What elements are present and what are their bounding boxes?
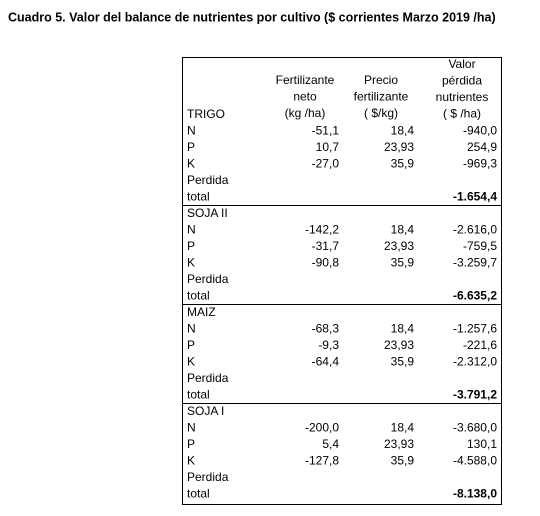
total-value: -6.635,2: [453, 289, 497, 303]
table-border: [182, 57, 502, 505]
total-label: Perdida: [187, 272, 229, 286]
cell: -142,2: [305, 223, 339, 237]
column-header: ( $/kg): [364, 106, 398, 120]
total-value: -8.138,0: [453, 487, 497, 501]
cell: 23,93: [384, 140, 414, 154]
cell: -68,3: [312, 322, 340, 336]
cell: -51,1: [312, 124, 340, 138]
cell: -940,0: [463, 124, 497, 138]
group-name: SOJA II: [187, 206, 228, 220]
group-name: TRIGO: [187, 107, 225, 121]
row-label: N: [187, 124, 196, 138]
column-header: Precio: [364, 73, 398, 87]
cell: -127,8: [305, 454, 339, 468]
row-label: P: [187, 140, 195, 154]
row-label: P: [187, 437, 195, 451]
cell: -9,3: [318, 338, 339, 352]
total-label: Perdida: [187, 371, 229, 385]
cell: -90,8: [312, 256, 340, 270]
row-label: P: [187, 239, 195, 253]
cell: -2.616,0: [453, 223, 497, 237]
cell: 35,9: [391, 157, 415, 171]
column-header: nutrientes: [436, 90, 489, 104]
total-label: total: [187, 289, 210, 303]
cell: 10,7: [316, 140, 340, 154]
cell: -64,4: [312, 355, 340, 369]
cell: -4.588,0: [453, 454, 497, 468]
cell: 18,4: [391, 223, 415, 237]
cell: 35,9: [391, 355, 415, 369]
cell: 23,93: [384, 338, 414, 352]
total-value: -1.654,4: [453, 190, 497, 204]
column-header: neto: [293, 90, 317, 104]
cell: 35,9: [391, 454, 415, 468]
cell: -969,3: [463, 157, 497, 171]
cell: -1.257,6: [453, 322, 497, 336]
cell: 23,93: [384, 239, 414, 253]
row-label: N: [187, 223, 196, 237]
row-label: K: [187, 454, 195, 468]
cell: 18,4: [391, 124, 415, 138]
row-label: N: [187, 421, 196, 435]
cell: -3.259,7: [453, 256, 497, 270]
cell: -221,6: [463, 338, 497, 352]
cell: -200,0: [305, 421, 339, 435]
cell: 35,9: [391, 256, 415, 270]
cell: -31,7: [312, 239, 340, 253]
cell: 18,4: [391, 421, 415, 435]
column-header: Fertilizante: [276, 73, 335, 87]
cell: 130,1: [467, 437, 497, 451]
cell: 5,4: [322, 437, 339, 451]
column-header: (kg /ha): [285, 106, 326, 120]
cell: -2.312,0: [453, 355, 497, 369]
group-name: MAIZ: [187, 305, 216, 319]
total-label: Perdida: [187, 470, 229, 484]
column-header: ( $ /ha): [443, 107, 481, 121]
total-value: -3.791,2: [453, 388, 497, 402]
cell: -3.680,0: [453, 421, 497, 435]
cell: 23,93: [384, 437, 414, 451]
row-label: P: [187, 338, 195, 352]
group-name: SOJA I: [187, 404, 224, 418]
cell: -27,0: [312, 157, 340, 171]
column-header: pérdida: [442, 74, 482, 88]
total-label: total: [187, 190, 210, 204]
row-label: K: [187, 157, 195, 171]
total-label: total: [187, 388, 210, 402]
column-header: fertilizante: [354, 90, 409, 104]
title: Cuadro 5. Valor del balance de nutriente…: [8, 10, 496, 24]
cell: -759,5: [463, 239, 497, 253]
cell: 18,4: [391, 322, 415, 336]
column-header: Valor: [448, 57, 475, 71]
total-label: total: [187, 487, 210, 501]
row-label: K: [187, 256, 195, 270]
row-label: N: [187, 322, 196, 336]
row-label: K: [187, 355, 195, 369]
total-label: Perdida: [187, 173, 229, 187]
cell: 254,9: [467, 140, 497, 154]
